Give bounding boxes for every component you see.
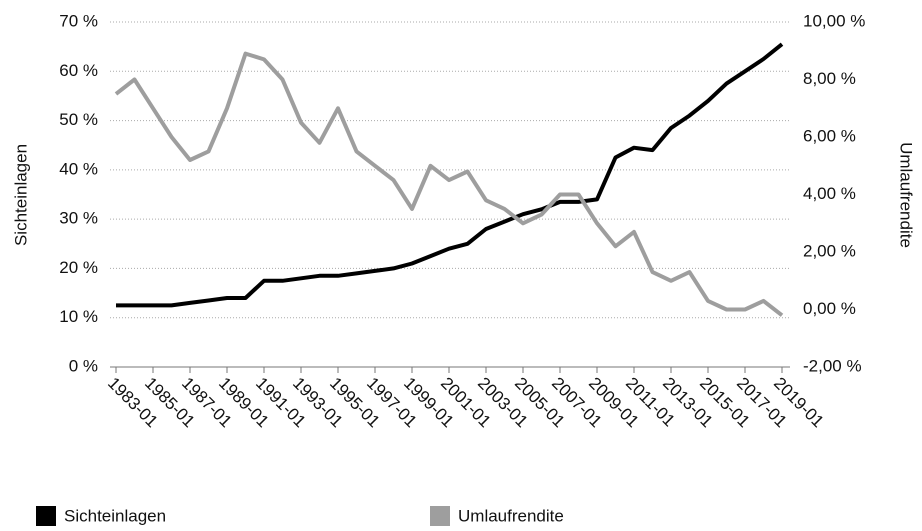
y2-tick-label: -2,00 % — [803, 356, 862, 375]
y-tick-label: 70 % — [59, 11, 98, 30]
y2-tick-label: 0,00 % — [803, 299, 856, 318]
y-axis-label: Sichteinlagen — [11, 144, 30, 246]
series-line — [114, 51, 784, 317]
y-tick-label: 20 % — [59, 258, 98, 277]
y-tick-label: 30 % — [59, 209, 98, 228]
y2-tick-label: 2,00 % — [803, 241, 856, 260]
y-tick-label: 40 % — [59, 159, 98, 178]
y2-tick-label: 6,00 % — [803, 126, 856, 145]
y2-tick-label: 8,00 % — [803, 69, 856, 88]
y-tick-label: 50 % — [59, 110, 98, 129]
series-line — [116, 42, 784, 308]
legend-label: Sichteinlagen — [64, 506, 166, 525]
y2-tick-label: 10,00 % — [803, 11, 865, 30]
legend-swatch — [430, 506, 450, 526]
y-tick-label: 60 % — [59, 61, 98, 80]
y-tick-label: 0 % — [69, 356, 98, 375]
y2-tick-label: 4,00 % — [803, 184, 856, 203]
y-tick-label: 10 % — [59, 307, 98, 326]
y2-axis-label: Umlaufrendite — [897, 142, 916, 248]
legend-label: Umlaufrendite — [458, 506, 564, 525]
legend-swatch — [36, 506, 56, 526]
